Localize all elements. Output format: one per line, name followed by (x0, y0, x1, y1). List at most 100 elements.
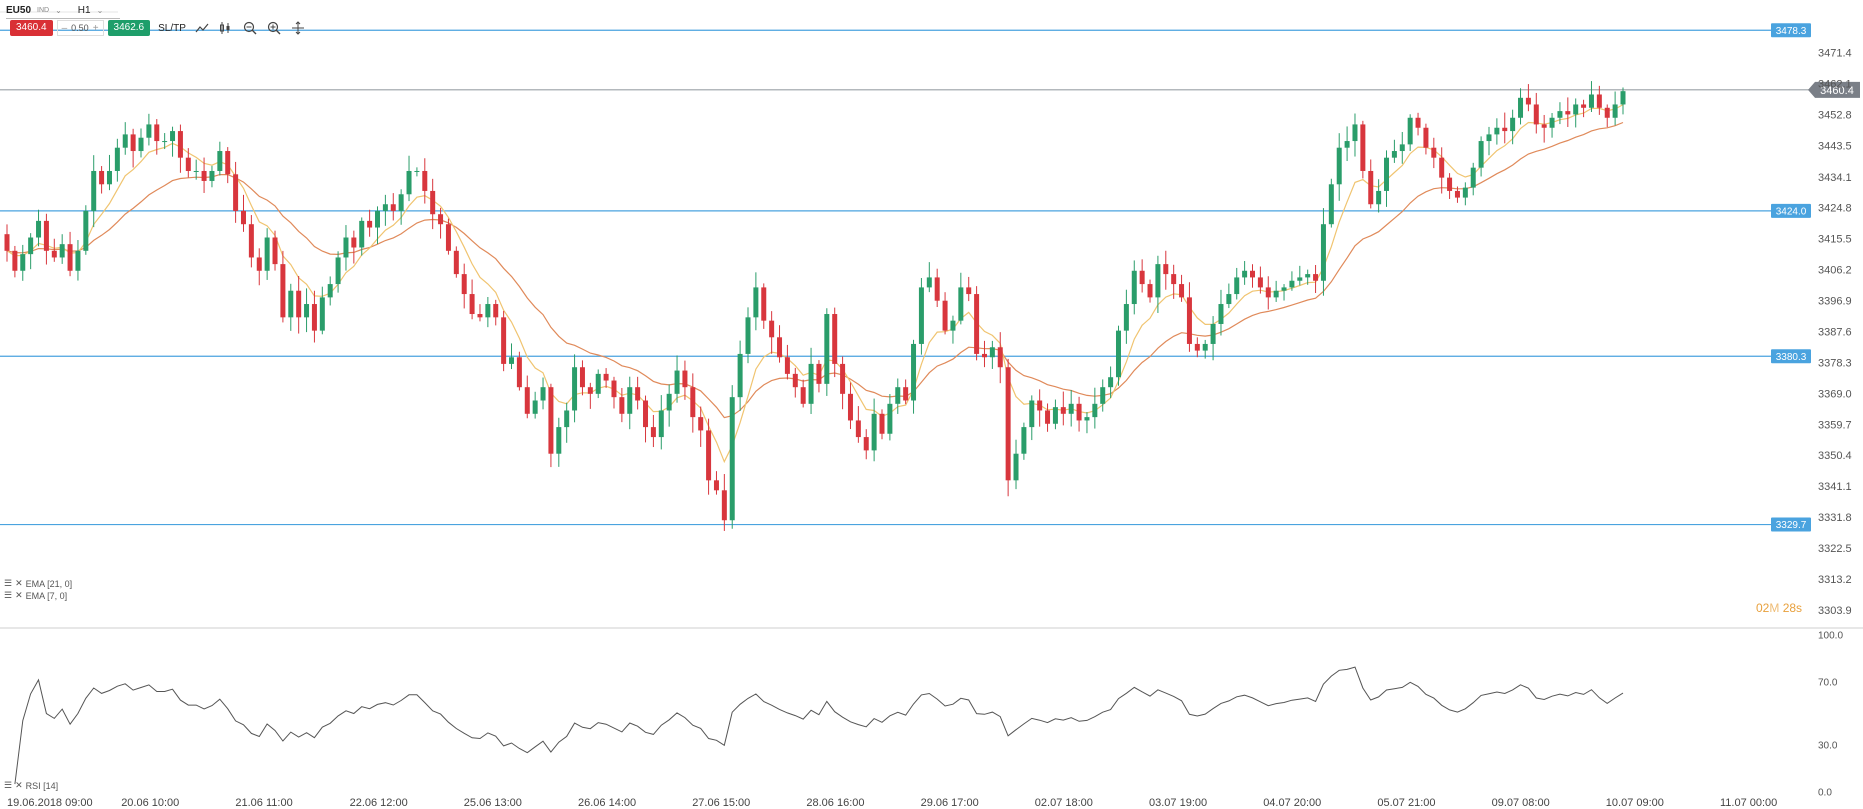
candle-bear (1447, 177, 1453, 191)
candle-bull (319, 297, 325, 331)
candle-bear (1581, 104, 1587, 108)
candle-bull (1384, 157, 1390, 191)
candle-bull (359, 220, 365, 248)
candle-bull (1021, 427, 1027, 454)
candle-bear (130, 134, 136, 152)
candle-bear (611, 380, 617, 398)
volume-stepper[interactable]: – 0.50 + (56, 20, 104, 36)
candle-bear (1313, 274, 1319, 281)
line-chart-icon[interactable] (194, 20, 210, 36)
volume-value[interactable]: 0.50 (71, 23, 89, 33)
candle-bull (1029, 400, 1035, 428)
remove-icon[interactable]: ✕ (15, 780, 23, 790)
zoom-in-icon[interactable] (266, 20, 282, 36)
time-tick-label: 05.07 21:00 (1377, 797, 1435, 809)
candle-bull (1068, 403, 1074, 414)
candle-bull (1549, 117, 1555, 128)
candle-bull (1478, 141, 1484, 168)
symbol-underline (6, 18, 120, 19)
symbol-dropdown-icon[interactable]: ⌄ (55, 5, 62, 15)
candle-bear (1541, 124, 1547, 128)
horizontal-lines: 3478.3 3424.0 3380.3 3329.7 3460.4 (0, 23, 1860, 532)
symbol-name[interactable]: EU50 (6, 4, 32, 16)
candle-bear (296, 290, 302, 318)
candle-bear (981, 353, 987, 358)
candle-bull (1328, 184, 1334, 225)
current-price-label: 3460.4 (1820, 85, 1854, 97)
remove-icon[interactable]: ✕ (15, 590, 23, 600)
volume-decrease-button[interactable]: – (61, 22, 68, 34)
drag-handle-icon[interactable]: ☰ (4, 590, 13, 600)
candle-bull (1013, 453, 1019, 481)
time-axis: 19.06.2018 09:00 20.06 10:00 21.06 11:00 22… (7, 797, 1777, 809)
candle-bull (138, 137, 144, 152)
candle-bull (217, 151, 223, 171)
ema-7-path (6, 104, 1624, 464)
candle-bull (926, 277, 932, 288)
candle-bull (414, 170, 420, 172)
buy-button[interactable]: 3462.6 (107, 20, 151, 36)
chart-toolbar: EU50 IND ⌄ H1 ⌄ 3460.4 – 0.50 + 3462.6 S… (0, 0, 380, 40)
candle-bull (193, 170, 199, 172)
ema-7-legend[interactable]: ☰ ✕ EMA [7, 0] (4, 590, 67, 601)
candle-bull (824, 314, 830, 384)
candle-bear (1194, 343, 1200, 351)
candle-bull (1297, 277, 1303, 281)
volume-increase-button[interactable]: + (92, 22, 99, 34)
candle-bear (1045, 410, 1051, 424)
price-tick-label: 3434.1 (1818, 172, 1852, 184)
timeframe-select[interactable]: H1 (77, 4, 91, 16)
rsi-line (14, 666, 1624, 785)
candle-bear (1186, 297, 1192, 344)
candle-bull (75, 250, 81, 271)
ema-7-label: EMA [7, 0] (25, 590, 68, 601)
candle-bull (20, 254, 26, 271)
candle-bull (1470, 167, 1476, 188)
crosshair-icon[interactable] (290, 20, 306, 36)
candle-bull (808, 363, 814, 404)
candle-bear (1060, 407, 1066, 414)
ema-21-legend[interactable]: ☰ ✕ EMA [21, 0] (4, 578, 72, 589)
time-tick-label: 19.06.2018 09:00 (7, 797, 93, 809)
candle-bull (1123, 304, 1129, 331)
candle-bull (1131, 270, 1137, 305)
candle-bull (895, 387, 901, 404)
candle-bull (122, 134, 128, 148)
candle-bear (879, 413, 885, 434)
candle-bear (840, 363, 846, 394)
candle-bear (974, 294, 980, 354)
candle-bear (438, 214, 444, 225)
price-tick-label: 3452.8 (1818, 110, 1852, 122)
zoom-out-icon[interactable] (242, 20, 258, 36)
candle-bull (509, 357, 515, 364)
candle-bear (942, 300, 948, 331)
drag-handle-icon[interactable]: ☰ (4, 578, 13, 588)
candle-bear (501, 317, 507, 364)
price-tick-label: 3322.5 (1818, 543, 1852, 555)
timeframe-dropdown-icon[interactable]: ⌄ (96, 5, 104, 15)
candle-bear (1179, 284, 1185, 298)
remove-icon[interactable]: ✕ (15, 578, 23, 588)
sltp-button[interactable]: SL/TP (158, 22, 186, 34)
candle-bear (453, 250, 459, 275)
candle-bear (1139, 270, 1145, 285)
candle-bull (564, 410, 570, 428)
candle-bull (1052, 407, 1058, 424)
candle-bear (1423, 127, 1429, 148)
candle-bear (1257, 277, 1263, 288)
candle-bear (721, 490, 727, 521)
sell-button[interactable]: 3460.4 (10, 20, 53, 36)
candle-bull (1155, 264, 1161, 298)
candle-bull (532, 400, 538, 414)
candle-bear (847, 393, 853, 421)
candle-bull (1494, 127, 1500, 135)
candle-bear (1415, 117, 1421, 128)
rsi-legend[interactable]: ☰ ✕ RSI [14] (4, 780, 58, 791)
candle-type-icon[interactable] (218, 20, 234, 36)
drag-handle-icon[interactable]: ☰ (4, 780, 13, 790)
candle-bear (1265, 287, 1271, 298)
candle-bear (777, 337, 783, 358)
time-tick-label: 11.07 00:00 (1720, 797, 1777, 809)
price-tick-label: 3415.5 (1818, 234, 1852, 246)
